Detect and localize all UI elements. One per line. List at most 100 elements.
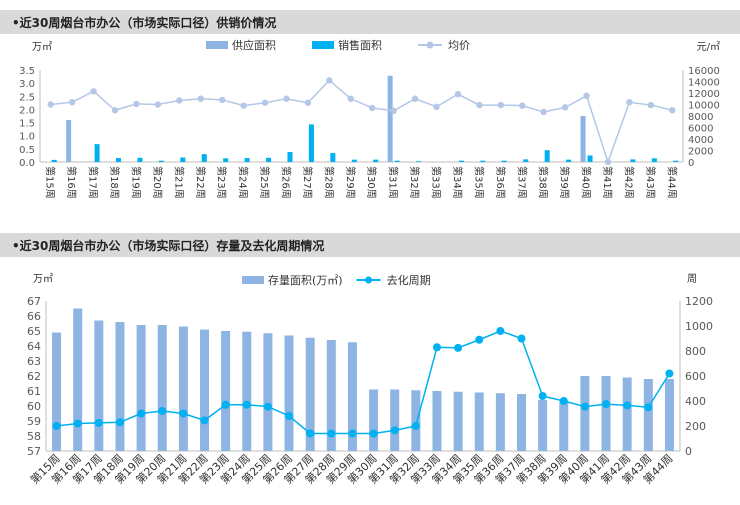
x-tick-label: 第16周	[65, 166, 78, 199]
left-tick-label: 1.0	[19, 132, 35, 143]
point-均价	[411, 95, 419, 102]
bar-销售面积	[223, 158, 229, 162]
point-去化周期	[538, 392, 547, 400]
x-tick-label: 第15周	[44, 166, 57, 199]
legend-swatch	[242, 276, 264, 284]
point-均价	[497, 101, 505, 109]
bar-销售面积	[566, 159, 572, 162]
x-tick-label: 第44周	[665, 166, 678, 199]
bar-销售面积	[416, 161, 422, 162]
right-tick-label: 0	[688, 158, 694, 169]
bar-存量面积(万㎡)	[178, 326, 188, 451]
point-均价	[433, 103, 440, 111]
left-tick-label: 2.0	[19, 105, 35, 116]
bar-存量面积(万㎡)	[517, 394, 526, 451]
line-均价	[50, 79, 673, 165]
inventory-clearance-header: •近30周烟台市办公（市场实际口径）存量及去化周期情况	[0, 233, 740, 257]
bar-销售面积	[394, 160, 400, 162]
right-unit-label: 周	[687, 273, 697, 285]
point-均价	[583, 92, 590, 100]
right-unit-label: 元/㎡	[697, 41, 720, 53]
right-tick-label: 200	[685, 420, 706, 433]
bar-销售面积	[630, 159, 636, 162]
bar-存量面积(万㎡)	[643, 379, 653, 451]
point-去化周期	[221, 400, 230, 409]
bar-销售面积	[458, 160, 464, 162]
point-均价	[240, 102, 247, 109]
point-均价	[111, 107, 119, 114]
bar-销售面积	[308, 124, 314, 162]
bar-供应面积	[387, 75, 393, 162]
bar-销售面积	[180, 157, 186, 162]
point-均价	[669, 107, 676, 114]
left-tick-label: 67	[27, 295, 41, 308]
point-去化周期	[432, 343, 441, 352]
right-tick-label: 800	[685, 345, 706, 358]
supply-sales-price-header: •近30周烟台市办公（市场实际口径）供销价情况	[0, 10, 740, 34]
x-tick-label: 第32周	[408, 166, 421, 199]
point-均价	[90, 88, 97, 95]
bar-存量面积(万㎡)	[390, 389, 400, 451]
point-去化周期	[263, 402, 272, 411]
left-tick-label: 60	[27, 400, 41, 413]
bar-销售面积	[158, 160, 164, 162]
point-去化周期	[390, 426, 399, 435]
x-tick-label: 第27周	[301, 166, 314, 199]
legend-marker	[365, 276, 373, 284]
bar-销售面积	[244, 158, 250, 162]
bar-存量面积(万㎡)	[136, 325, 146, 451]
x-tick-label: 第41周	[601, 166, 614, 199]
bar-存量面积(万㎡)	[664, 379, 674, 451]
inventory-clearance-chart: 57 58 59 60 61 62 63 64 65 66 67 0 200 400 600 800 1000 1…	[27, 273, 713, 487]
left-tick-label: 59	[27, 415, 41, 428]
x-tick-label: 第25周	[258, 166, 271, 199]
bar-销售面积	[287, 152, 293, 162]
left-tick-label: 63	[27, 355, 41, 368]
x-tick-label: 第22周	[194, 166, 207, 199]
left-tick-label: 3.0	[19, 79, 35, 90]
point-去化周期	[115, 418, 124, 427]
right-tick-label: 8000	[688, 112, 713, 123]
right-tick-label: 4000	[688, 135, 713, 146]
x-tick-label: 第43周	[644, 166, 657, 199]
left-tick-label: 66	[27, 310, 41, 323]
point-去化周期	[52, 422, 61, 430]
legend-label: 均价	[448, 39, 470, 52]
point-均价	[647, 101, 655, 109]
point-去化周期	[348, 429, 357, 438]
point-去化周期	[454, 343, 463, 352]
bar-销售面积	[501, 160, 507, 162]
legend-swatch	[312, 41, 334, 49]
point-均价	[626, 99, 633, 106]
bar-存量面积(万㎡)	[495, 393, 505, 451]
point-去化周期	[94, 418, 103, 427]
x-tick-label: 第38周	[537, 166, 550, 199]
point-均价	[561, 104, 569, 111]
bar-存量面积(万㎡)	[305, 337, 315, 451]
bar-存量面积(万㎡)	[432, 391, 442, 451]
bar-存量面积(万㎡)	[94, 320, 104, 451]
point-去化周期	[158, 407, 167, 415]
bar-销售面积	[523, 159, 529, 162]
x-tick-label: 第33周	[430, 166, 443, 199]
left-unit-label: 万㎡	[32, 41, 52, 53]
left-tick-label: 2.5	[19, 92, 35, 103]
bar-存量面积(万㎡)	[242, 331, 252, 451]
bar-存量面积(万㎡)	[200, 329, 209, 451]
bar-销售面积	[587, 155, 593, 162]
bar-存量面积(万㎡)	[538, 400, 548, 451]
point-均价	[347, 95, 354, 102]
point-均价	[304, 99, 312, 106]
point-均价	[454, 90, 462, 98]
point-均价	[476, 101, 483, 109]
x-tick-label: 第18周	[108, 166, 121, 199]
x-tick-label: 第29周	[344, 166, 357, 199]
bar-存量面积(万㎡)	[559, 401, 569, 451]
x-tick-label: 第26周	[279, 166, 292, 199]
point-均价	[261, 99, 269, 106]
bar-存量面积(万㎡)	[326, 340, 336, 451]
bar-销售面积	[651, 158, 657, 162]
point-均价	[369, 104, 376, 112]
bar-存量面积(万㎡)	[411, 390, 421, 451]
legend-label: 去化周期	[387, 273, 431, 287]
